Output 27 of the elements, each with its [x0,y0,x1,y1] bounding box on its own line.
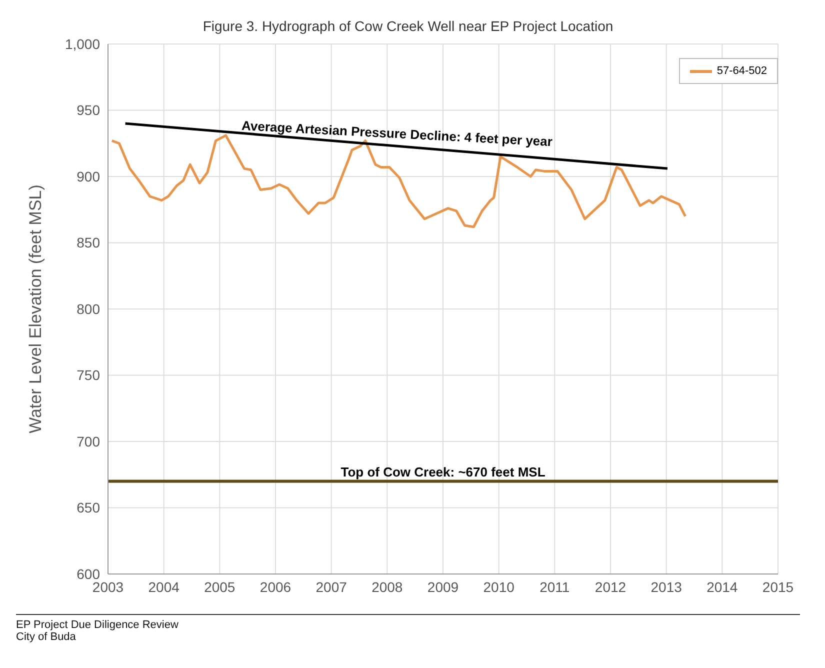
series-label: Average Artesian Pressure Decline: 4 feet per year [241,118,553,150]
y-tick-label: 950 [76,102,100,118]
x-tick-label: 2014 [706,578,738,595]
text: EP Project Due Diligence Review [16,619,180,631]
x-tick-label: 2012 [594,578,626,595]
x-tick-label: 2010 [483,578,515,595]
x-tick-label: 2009 [427,578,459,595]
x-tick-label: 2015 [762,578,794,595]
y-tick-label: 650 [76,500,100,516]
text: City of Buda [16,631,77,643]
y-tick-label: 850 [76,234,100,251]
y-tick-label: 800 [76,300,100,317]
x-tick-label: 2007 [316,578,348,595]
x-tick-label: 2004 [148,578,180,595]
legend-label: 57-64-502 [678,58,778,84]
ref-line-label: Top of Cow Creek: ~670 feet MSL [340,464,546,480]
x-tick-label: 2005 [204,578,236,595]
x-tick-label: 2008 [372,578,403,595]
y-axis-title: Water Level Elevation (feet MSL) [26,184,46,434]
x-tick-label: 2013 [650,578,682,595]
x-tick-label: 2011 [540,578,570,595]
y-tick-label: 900 [76,168,100,184]
x-tick-label: 2006 [260,578,292,595]
y-tick-label: 700 [76,433,100,450]
chart-title: Figure 3. Hydrograph of Cow Creek Well near EP Project Location [202,17,614,34]
y-tick-label: 750 [76,367,100,384]
y-tick-label: 1,000 [64,36,100,52]
